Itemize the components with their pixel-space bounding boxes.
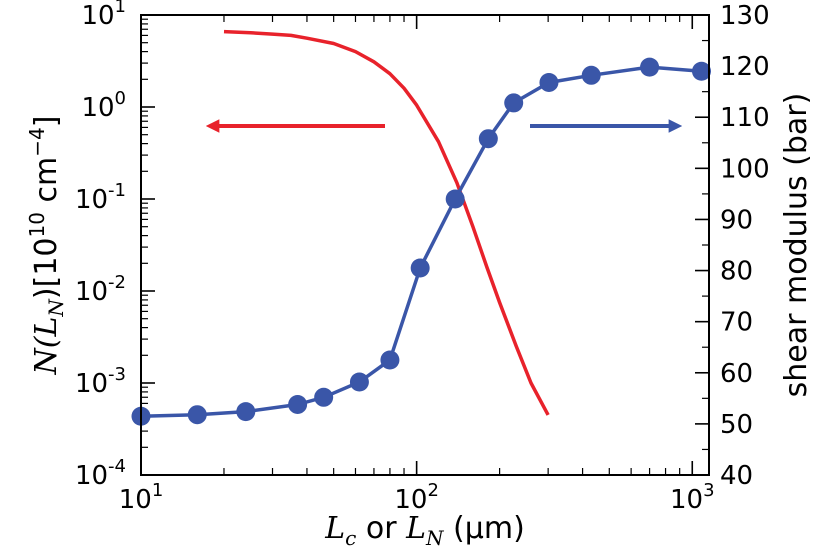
x-tick-label-base: 10 (670, 485, 703, 515)
shear-modulus-line (140, 65, 702, 418)
shear-modulus-point (504, 93, 524, 113)
y-left-tick-label-base: 10 (81, 93, 114, 123)
y-left-tick-label-exp: -1 (108, 180, 126, 201)
y-left-tick-label: 10-4 (75, 456, 126, 491)
y-right-tick-label: 120 (720, 52, 770, 82)
shear-modulus-point (288, 394, 308, 414)
x-axis-label-part: (μm) (444, 511, 525, 546)
y-left-tick-label-exp: 1 (115, 0, 126, 17)
y-left-label-part: N(L (29, 317, 64, 376)
y-left-label-part: cm (29, 157, 64, 212)
y-left-tick-label-base: 10 (81, 1, 114, 31)
shear-modulus-point (236, 402, 256, 422)
y-left-tick-label: 10-3 (75, 364, 126, 399)
shear-modulus-point (349, 372, 369, 392)
y-left-tick-label-base: 10 (75, 369, 108, 399)
y-right-tick-label: 110 (720, 103, 770, 133)
y-right-tick-label: 40 (720, 461, 753, 491)
y-left-label-sup: −4 (25, 127, 49, 156)
x-axis-label: Lc or LN (μm) (324, 511, 525, 550)
x-axis-label-sub: c (345, 526, 356, 550)
y-right-tick-label: 90 (720, 205, 753, 235)
y-left-label-sup: 10 (25, 212, 49, 237)
y-left-tick-label: 101 (81, 0, 126, 31)
y-left-label-part: )[10 (29, 237, 64, 299)
x-axis-label-part: L (405, 511, 426, 546)
y-left-axis-label: N(LN)[1010 cm−4] (25, 116, 68, 376)
shear-modulus-point (314, 387, 334, 407)
x-tick-label: 102 (394, 480, 439, 515)
series-layer (131, 29, 711, 426)
y-left-label-sub: N (44, 298, 68, 318)
y-left-tick-label-base: 10 (75, 461, 108, 491)
shear-modulus-point (380, 350, 400, 370)
labels-layer: 101 102 10310-410-310-210-1100101405060708… (75, 0, 770, 515)
shear-modulus-point (691, 61, 711, 81)
y-right-tick-label: 100 (720, 154, 770, 184)
y-left-tick-label: 100 (81, 88, 126, 123)
shear-modulus-point (640, 57, 660, 77)
y-right-tick-label: 60 (720, 359, 753, 389)
x-tick-label: 103 (670, 480, 715, 515)
y-left-tick-label-exp: -3 (108, 364, 126, 385)
x-tick-label: 101 (119, 480, 164, 515)
ticks-layer (140, 14, 709, 476)
density-curve (223, 29, 550, 416)
x-tick-label-base: 10 (394, 485, 427, 515)
y-right-axis-label: shear modulus (bar) (779, 93, 814, 398)
shear-modulus-point (187, 405, 207, 425)
x-tick-label-exp: 2 (427, 480, 438, 501)
shear-modulus-point (410, 258, 430, 278)
x-axis-label-part: L (324, 511, 345, 546)
y-right-tick-label: 80 (720, 257, 753, 287)
shear-modulus-point (478, 129, 498, 149)
shear-modulus-point (539, 72, 559, 92)
y-right-tick-label: 50 (720, 410, 753, 440)
x-axis-label-sub: N (425, 526, 445, 550)
y-left-tick-label: 10-1 (75, 180, 126, 215)
x-tick-label-base: 10 (119, 485, 152, 515)
y-right-tick-label: 70 (720, 308, 753, 338)
y-left-tick-label: 10-2 (75, 272, 126, 307)
plot-frame (140, 14, 710, 476)
shear-modulus-point (445, 189, 465, 209)
y-right-tick-label: 130 (720, 1, 770, 31)
x-tick-label-exp: 1 (152, 480, 163, 501)
y-left-tick-label-base: 10 (75, 277, 108, 307)
x-tick-label-exp: 3 (703, 480, 714, 501)
shear-modulus-point (581, 65, 601, 85)
x-axis-label-part: or (356, 511, 406, 546)
y-left-tick-label-exp: -2 (108, 272, 126, 293)
y-left-tick-label-base: 10 (75, 185, 108, 215)
y-left-label-part: ] (29, 116, 64, 128)
y-left-tick-label-exp: 0 (115, 88, 126, 109)
y-left-tick-label-exp: -4 (108, 456, 126, 477)
